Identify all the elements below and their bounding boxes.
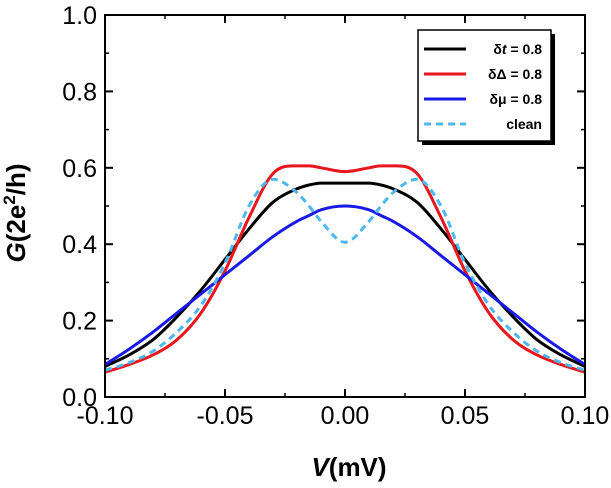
- x-tick-label: 0.00: [321, 402, 370, 430]
- x-tick-label: -0.05: [197, 402, 254, 430]
- legend-label-3: clean: [506, 116, 542, 132]
- x-axis-title-unit: (mV): [329, 452, 387, 482]
- series-line-1: [105, 164, 585, 374]
- ticks-layer: -0.10 -0.05 0.00 0.05 0.10 0.0 0.2 0.4 0.6 0.8 1.0: [62, 2, 609, 430]
- y-axis-title-var: G: [1, 242, 31, 262]
- y-axis-title-sup: 2: [0, 195, 19, 204]
- y-tick-label: 0.6: [62, 155, 97, 183]
- y-tick-label: 0.0: [62, 384, 97, 412]
- y-tick-label: 0.4: [62, 231, 97, 259]
- series-line-3: [105, 177, 585, 372]
- y-tick-label: 0.2: [62, 308, 97, 336]
- x-tick-label: -0.10: [77, 402, 134, 430]
- x-tick-label: 0.10: [561, 402, 610, 430]
- y-tick-label: 1.0: [62, 2, 97, 30]
- series-line-2: [105, 204, 585, 366]
- legend-label-2: δμ = 0.8: [490, 91, 543, 107]
- y-axis-title-post: /h): [1, 163, 31, 195]
- y-axis-title-pre: (2e: [1, 205, 31, 243]
- series-layer: [105, 164, 585, 374]
- legend-label-1: δΔ = 0.8: [488, 66, 542, 82]
- legend: δt = 0.8 δΔ = 0.8 δμ = 0.8 clean: [417, 29, 555, 145]
- legend-label-0: δt = 0.8: [493, 41, 542, 57]
- y-tick-label: 0.8: [62, 78, 97, 106]
- x-axis-title: V(mV): [311, 452, 386, 482]
- x-axis-title-var: V: [311, 452, 331, 482]
- x-tick-label: 0.05: [441, 402, 490, 430]
- y-axis-title: G(2e2/h): [0, 163, 31, 262]
